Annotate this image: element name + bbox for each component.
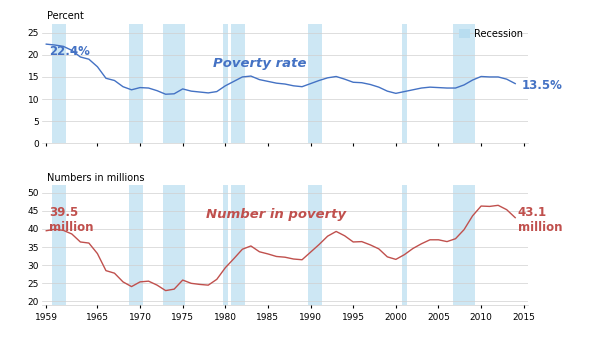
Bar: [308, 185, 322, 305]
Bar: [308, 24, 322, 143]
Text: Numbers in millions: Numbers in millions: [47, 173, 145, 183]
Bar: [231, 185, 245, 305]
Bar: [402, 24, 407, 143]
Text: 43.1
million: 43.1 million: [518, 206, 562, 234]
Text: Number in poverty: Number in poverty: [206, 208, 347, 221]
Bar: [231, 24, 245, 143]
Bar: [453, 185, 475, 305]
Text: Poverty rate: Poverty rate: [212, 57, 306, 70]
Text: Percent: Percent: [47, 11, 84, 21]
Bar: [453, 24, 475, 143]
Bar: [402, 185, 407, 305]
Bar: [52, 185, 66, 305]
Text: 22.4%: 22.4%: [49, 45, 89, 58]
Text: 13.5%: 13.5%: [522, 79, 563, 92]
Bar: [163, 24, 185, 143]
Bar: [163, 185, 185, 305]
Bar: [223, 185, 228, 305]
Text: 39.5
million: 39.5 million: [49, 206, 94, 234]
Legend: Recession: Recession: [458, 28, 523, 39]
Bar: [52, 24, 66, 143]
Bar: [129, 185, 143, 305]
Bar: [223, 24, 228, 143]
Bar: [129, 24, 143, 143]
